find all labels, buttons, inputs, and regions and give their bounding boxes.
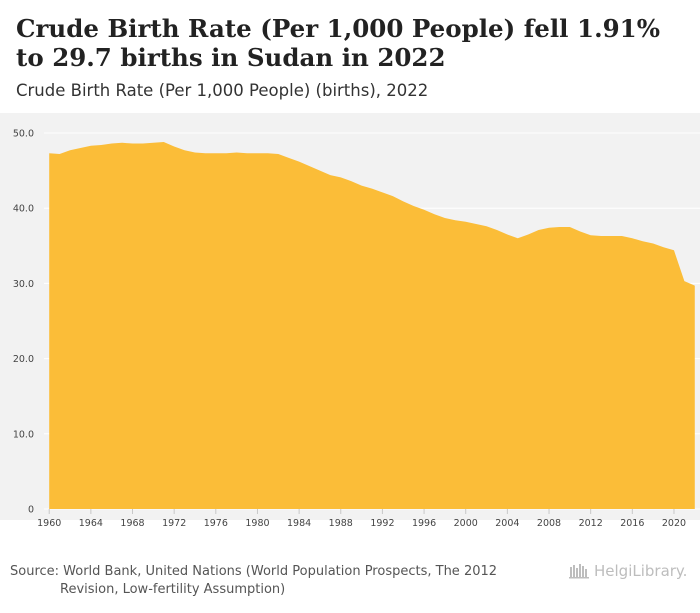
x-tick-label: 2008	[537, 518, 561, 529]
x-tick-label: 2000	[454, 518, 478, 529]
data-point-2017[interactable]	[639, 237, 647, 245]
chart-title: Crude Birth Rate (Per 1,000 People) fell…	[16, 14, 660, 72]
x-tick-label: 2012	[579, 518, 603, 529]
logo-text: HelgiLibrary.	[594, 562, 688, 580]
data-point-2018[interactable]	[649, 240, 657, 248]
x-tick-label: 2004	[495, 518, 519, 529]
y-axis-ticks: 0 10.0 20.0 30.0 40.0 50.0	[13, 129, 34, 516]
data-point-1980[interactable]	[253, 149, 261, 157]
x-tick-label: 1988	[329, 518, 353, 529]
x-tick-label: 1972	[162, 518, 186, 529]
data-point-2020[interactable]	[670, 246, 678, 254]
area-chart: 010.020.030.040.050.0 1960 1964 1968 1972 19…	[13, 129, 700, 529]
data-point-2016[interactable]	[628, 234, 636, 242]
x-tick-label: 1984	[287, 518, 311, 529]
data-point-1981[interactable]	[264, 149, 272, 157]
data-point-2003[interactable]	[493, 226, 501, 234]
data-point-2022[interactable]	[691, 282, 699, 290]
x-tick-label: 1996	[412, 518, 436, 529]
data-point-1970[interactable]	[149, 139, 157, 147]
data-point-1977[interactable]	[222, 149, 230, 157]
data-point-2007[interactable]	[535, 226, 543, 234]
source-note: Source: World Bank, United Nations (Worl…	[10, 563, 530, 599]
x-axis-ticks: 1960 1964 1968 1972 1976 1980 1984 1988 1992 1996…	[37, 509, 686, 529]
data-point-1994[interactable]	[399, 197, 407, 205]
y-tick-label: 20.0	[13, 354, 34, 365]
data-point-1968[interactable]	[129, 140, 137, 148]
data-point-1965[interactable]	[97, 141, 105, 149]
source-line-1: Source: World Bank, United Nations (Worl…	[10, 564, 498, 579]
data-point-2002[interactable]	[483, 222, 491, 230]
data-point-1960[interactable]	[45, 149, 53, 157]
data-point-1990[interactable]	[358, 182, 366, 190]
data-point-1991[interactable]	[368, 185, 376, 193]
data-point-1995[interactable]	[410, 202, 418, 210]
x-tick-label: 2020	[662, 518, 686, 529]
data-point-1982[interactable]	[274, 150, 282, 158]
data-point-1993[interactable]	[389, 192, 397, 200]
data-point-1978[interactable]	[233, 149, 241, 157]
data-point-1964[interactable]	[87, 142, 95, 150]
data-point-1983[interactable]	[285, 154, 293, 162]
data-point-2001[interactable]	[472, 220, 480, 228]
data-point-1988[interactable]	[337, 173, 345, 181]
data-point-2004[interactable]	[503, 231, 511, 239]
data-point-1985[interactable]	[306, 162, 314, 170]
bookshelf-icon	[569, 564, 589, 579]
data-point-1974[interactable]	[191, 149, 199, 157]
data-point-1961[interactable]	[56, 150, 64, 158]
data-point-2009[interactable]	[555, 223, 563, 231]
data-point-2019[interactable]	[660, 243, 668, 251]
data-point-2012[interactable]	[587, 231, 595, 239]
data-point-1975[interactable]	[201, 149, 209, 157]
data-point-2021[interactable]	[680, 277, 688, 285]
data-point-2015[interactable]	[618, 232, 626, 240]
x-tick-label: 1968	[120, 518, 144, 529]
data-point-2000[interactable]	[462, 218, 470, 226]
data-point-1986[interactable]	[316, 167, 324, 175]
data-point-1973[interactable]	[181, 146, 189, 154]
y-tick-label: 50.0	[13, 129, 34, 140]
data-point-1972[interactable]	[170, 143, 178, 151]
data-point-1984[interactable]	[295, 158, 303, 166]
data-point-2014[interactable]	[607, 232, 615, 240]
data-point-1966[interactable]	[108, 140, 116, 148]
y-tick-label: 10.0	[13, 429, 34, 440]
source-line-2: Revision, Low-fertility Assumption)	[60, 582, 286, 597]
x-tick-label: 1976	[204, 518, 228, 529]
x-tick-label: 1964	[79, 518, 103, 529]
data-point-1963[interactable]	[76, 144, 84, 152]
data-point-1971[interactable]	[160, 138, 168, 146]
data-point-2005[interactable]	[514, 234, 522, 242]
data-point-1996[interactable]	[420, 206, 428, 214]
area-series-birth-rate	[49, 142, 695, 509]
data-point-1997[interactable]	[430, 210, 438, 218]
data-point-2010[interactable]	[566, 223, 574, 231]
data-point-1967[interactable]	[118, 139, 126, 147]
data-point-1976[interactable]	[212, 149, 220, 157]
data-point-1979[interactable]	[243, 149, 251, 157]
data-point-2008[interactable]	[545, 224, 553, 232]
data-point-2006[interactable]	[524, 231, 532, 239]
x-tick-label: 1980	[245, 518, 269, 529]
header: Crude Birth Rate (Per 1,000 People) fell…	[0, 0, 700, 113]
data-point-1992[interactable]	[378, 188, 386, 196]
data-point-1969[interactable]	[139, 140, 147, 148]
x-tick-label: 1992	[370, 518, 394, 529]
data-point-1999[interactable]	[451, 216, 459, 224]
x-tick-label: 1960	[37, 518, 61, 529]
data-point-1987[interactable]	[326, 171, 334, 179]
helgi-library-logo[interactable]: HelgiLibrary.	[569, 562, 687, 580]
data-point-1998[interactable]	[441, 214, 449, 222]
area-series	[45, 138, 699, 509]
data-point-1989[interactable]	[347, 177, 355, 185]
x-tick-label: 2016	[620, 518, 644, 529]
data-point-1962[interactable]	[66, 146, 74, 154]
y-tick-label: 0	[28, 505, 34, 516]
data-point-2013[interactable]	[597, 232, 605, 240]
y-tick-label: 30.0	[13, 279, 34, 290]
chart-subtitle: Crude Birth Rate (Per 1,000 People) (bir…	[16, 81, 429, 100]
y-tick-label: 40.0	[13, 204, 34, 215]
data-point-2011[interactable]	[576, 228, 584, 236]
